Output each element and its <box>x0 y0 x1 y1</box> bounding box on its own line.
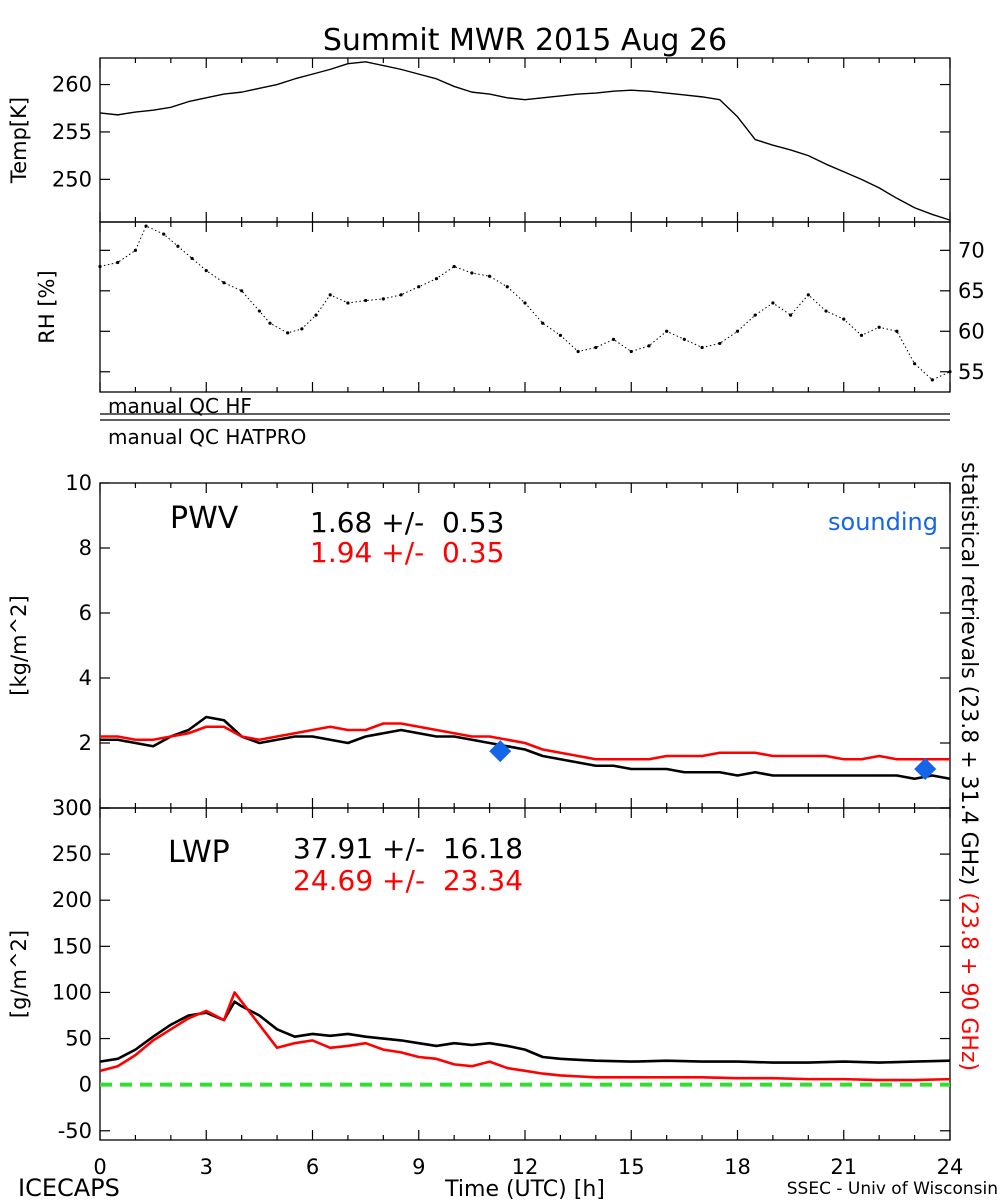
footer-left: ICECAPS <box>18 1174 120 1200</box>
lwp-stat-red: 24.69 +/- 23.34 <box>293 864 523 897</box>
lwp-y-tick-label: 200 <box>52 888 92 912</box>
pwv-stat-red: 1.94 +/- 0.35 <box>310 536 504 569</box>
chart-title: Summit MWR 2015 Aug 26 <box>323 23 727 58</box>
qc-flag-hatpro-label: manual QC HATPRO <box>108 425 306 449</box>
pwv-y-axis-label: [kg/m^2] <box>7 595 31 695</box>
rh-frame <box>99 221 951 393</box>
rh-y-tick-label: 70 <box>958 238 985 262</box>
rh-data-point <box>806 293 810 297</box>
rh-y-tick-label: 55 <box>958 360 985 384</box>
lwp-label: LWP <box>168 835 230 870</box>
lwp-x-tick-label: 3 <box>200 1155 213 1179</box>
rh-data-point <box>268 321 272 325</box>
lwp-y-tick-label: 300 <box>52 796 92 820</box>
pwv-stat-black: 1.68 +/- 0.53 <box>310 506 504 539</box>
temp-y-tick-label: 255 <box>52 120 92 144</box>
lwp-x-tick-label: 6 <box>306 1155 319 1179</box>
lwp-y-tick-label: 50 <box>65 1027 92 1051</box>
lwp-y-tick-label: 0 <box>79 1073 92 1097</box>
lwp-panel: 0 3 6 9 12 15 18 21 24-50050100150200250300[g/m^… <box>7 796 963 1179</box>
lwp-stat-black: 37.91 +/- 16.18 <box>293 832 523 865</box>
temp-series-line-black <box>99 61 951 221</box>
temp-frame <box>99 57 951 223</box>
rh-data-point <box>452 264 456 269</box>
rh-data-point <box>718 341 722 346</box>
lwp-x-tick-label: 21 <box>830 1155 857 1179</box>
pwv-y-tick-label: 10 <box>65 471 92 495</box>
pwv-y-tick-label: 6 <box>79 601 92 625</box>
relative-humidity-panel: 55 60 65 70 RH [%] <box>35 221 985 393</box>
rh-series-line <box>99 225 951 381</box>
pwv-label: PWV <box>170 501 239 536</box>
lwp-x-tick-label: 0 <box>93 1155 106 1179</box>
pwv-series-line-black <box>100 715 951 781</box>
pwv-y-tick-label: 4 <box>79 666 92 690</box>
rh-data-point <box>647 344 651 348</box>
lwp-x-tick-label: 12 <box>512 1155 539 1179</box>
sounding-marker <box>914 758 937 780</box>
footer-right: SSEC - Univ of Wisconsin <box>787 1179 998 1199</box>
sounding-label: sounding <box>828 508 938 536</box>
retrieval-annotation-red: (23.8 + 90 GHz) <box>956 892 981 1071</box>
rh-data-point <box>116 260 120 265</box>
lwp-y-tick-label: 150 <box>52 934 92 958</box>
temp-y-tick-label: 250 <box>52 167 92 191</box>
retrieval-annotation-black: statistical retrievals (23.8 + 31.4 GHz) <box>956 462 981 885</box>
lwp-series-line-red <box>99 991 951 1082</box>
rh-data-point <box>948 370 952 374</box>
lwp-x-tick-label: 9 <box>412 1155 425 1179</box>
rh-y-axis-label: RH [%] <box>35 270 59 343</box>
lwp-x-tick-label: 24 <box>937 1155 964 1179</box>
rh-data-point <box>895 329 899 333</box>
pwv-series-line-red <box>100 722 950 761</box>
temp-y-axis-label: Temp[K] <box>7 97 31 184</box>
pwv-panel: 0 2 4 6 8 10 [kg/m^2] <box>7 471 951 820</box>
lwp-y-tick-label: -50 <box>58 1119 92 1143</box>
rh-y-tick-label: 60 <box>958 319 985 343</box>
sounding-marker <box>489 740 512 763</box>
qc-flag-hf-label: manual QC HF <box>108 394 252 418</box>
retrieval-annotation: statistical retrievals (23.8 + 31.4 GHz)… <box>956 462 981 1071</box>
rh-data-point <box>364 298 368 303</box>
lwp-y-axis-label: [g/m^2] <box>7 930 31 1018</box>
lwp-y-tick-label: 100 <box>52 980 92 1004</box>
lwp-x-tick-label: 18 <box>724 1155 751 1179</box>
x-axis-label: Time (UTC) [h] <box>444 1177 605 1200</box>
rh-data-point <box>629 349 633 354</box>
pwv-y-tick-label: 8 <box>79 536 92 560</box>
temperature-panel: 250 255 260 Temp[K] <box>7 57 951 223</box>
temp-y-tick-label: 260 <box>52 73 92 97</box>
qc-flags: manual QC HF manual QC HATPRO <box>100 394 950 449</box>
rh-data-point <box>594 345 598 350</box>
lwp-y-tick-label: 250 <box>52 842 92 866</box>
rh-y-tick-label: 65 <box>958 279 985 303</box>
pwv-y-tick-label: 0 <box>79 796 92 820</box>
rh-data-point <box>399 293 403 297</box>
pwv-y-tick-label: 2 <box>79 731 92 755</box>
lwp-x-tick-label: 15 <box>618 1155 645 1179</box>
